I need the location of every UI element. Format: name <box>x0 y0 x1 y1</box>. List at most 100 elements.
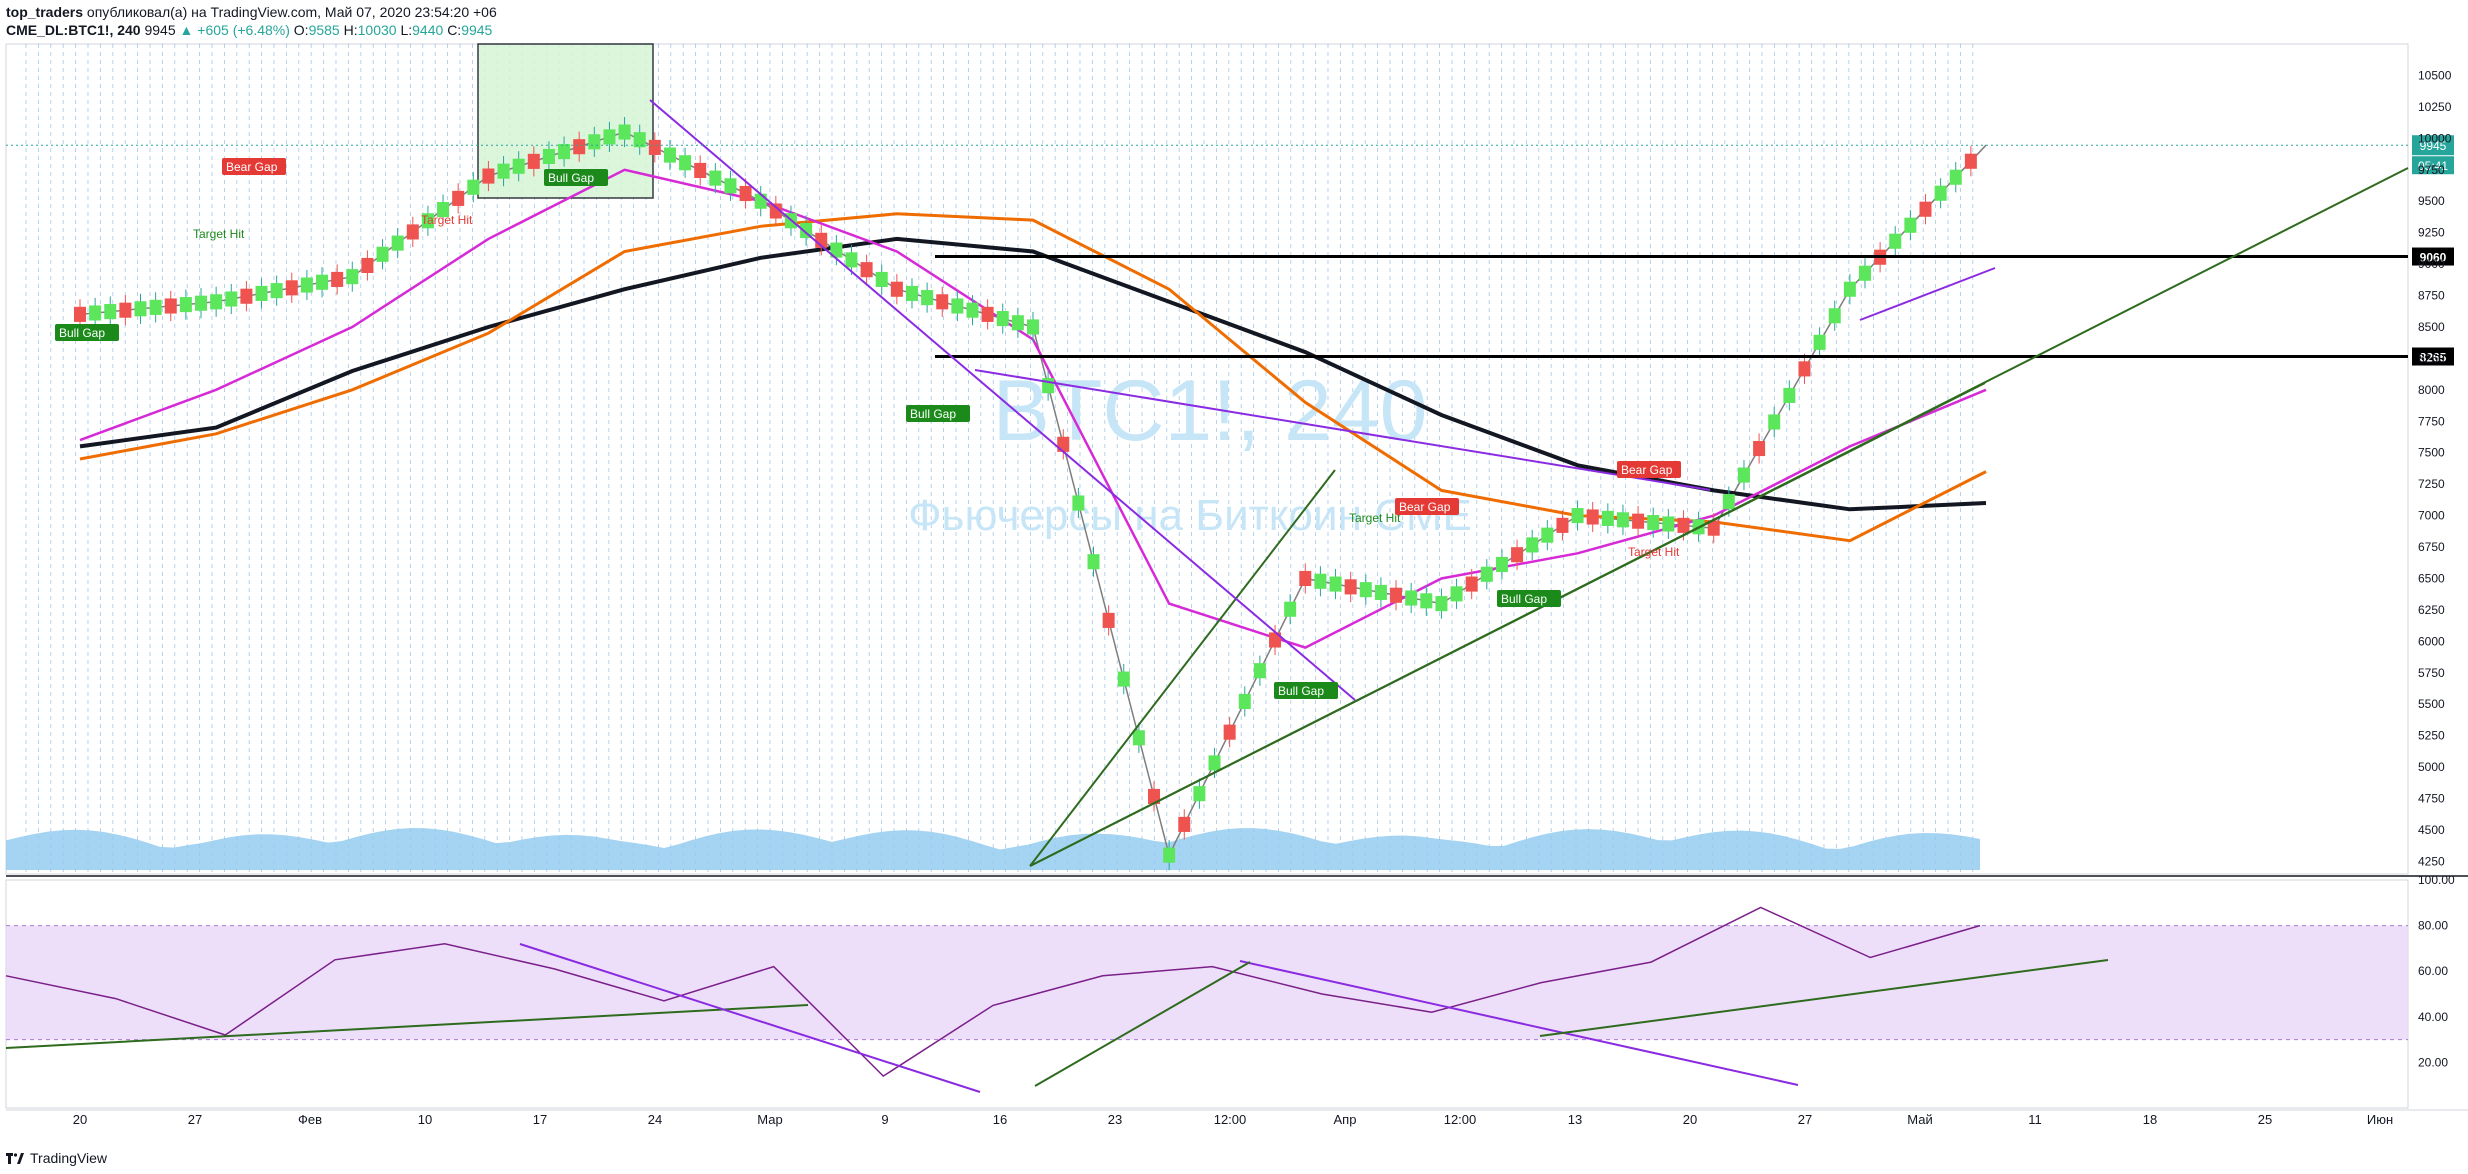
candle-body[interactable] <box>1450 586 1463 602</box>
candle-body[interactable] <box>1601 510 1614 526</box>
candle-body[interactable] <box>1163 847 1176 863</box>
candle-body[interactable] <box>830 242 843 258</box>
candle-body[interactable] <box>1132 730 1145 746</box>
candle-body[interactable] <box>391 235 404 251</box>
candle-body[interactable] <box>1178 816 1191 832</box>
candle-body[interactable] <box>225 291 238 307</box>
candle-body[interactable] <box>1647 515 1660 531</box>
candle-body[interactable] <box>845 252 858 268</box>
rsi-line[interactable] <box>5 906 1981 1078</box>
author-name[interactable]: top_traders <box>6 4 84 20</box>
candle-body[interactable] <box>1238 693 1251 709</box>
footer-branding[interactable]: TradingView <box>6 1146 107 1170</box>
trend-line[interactable] <box>1859 267 1996 321</box>
candle-body[interactable] <box>1193 786 1206 802</box>
candle-body[interactable] <box>754 193 767 209</box>
candle-body[interactable] <box>981 306 994 322</box>
candle-body[interactable] <box>1011 315 1024 331</box>
candle-body[interactable] <box>1798 361 1811 377</box>
candle-body[interactable] <box>875 271 888 287</box>
candle-body[interactable] <box>270 283 283 299</box>
candle-body[interactable] <box>1057 436 1070 452</box>
candle-body[interactable] <box>1223 724 1236 740</box>
candle-body[interactable] <box>300 277 313 293</box>
rsi-trend-line[interactable] <box>5 1004 809 1049</box>
candle-body[interactable] <box>134 301 147 317</box>
candle-body[interactable] <box>1934 185 1947 201</box>
bear-gap-badge[interactable] <box>222 158 286 175</box>
candle-body[interactable] <box>542 148 555 165</box>
candle-body[interactable] <box>1858 265 1871 281</box>
candle-body[interactable] <box>1677 517 1690 533</box>
candle-body[interactable] <box>240 288 253 304</box>
candle-body[interactable] <box>1616 512 1629 528</box>
candle-body[interactable] <box>346 269 359 285</box>
candle-body[interactable] <box>1949 169 1962 185</box>
candle-body[interactable] <box>921 290 934 306</box>
candle-body[interactable] <box>769 203 782 219</box>
candle-body[interactable] <box>618 124 631 140</box>
candle-body[interactable] <box>679 155 692 171</box>
candle-body[interactable] <box>195 295 208 311</box>
candle-body[interactable] <box>361 257 374 274</box>
candle-body[interactable] <box>149 299 162 315</box>
candle-body[interactable] <box>573 139 586 155</box>
candle-body[interactable] <box>512 158 525 174</box>
candle-body[interactable] <box>1828 308 1841 324</box>
candle-body[interactable] <box>1269 632 1282 648</box>
rsi-trend-line[interactable] <box>1239 960 1799 1086</box>
candle-body[interactable] <box>558 144 571 160</box>
candle-body[interactable] <box>164 298 177 314</box>
candle-body[interactable] <box>1027 319 1039 335</box>
candle-body[interactable] <box>1737 467 1750 483</box>
bull-gap-badge[interactable] <box>55 324 119 341</box>
candle-body[interactable] <box>1284 601 1297 617</box>
candle-body[interactable] <box>1253 663 1266 679</box>
candle-body[interactable] <box>437 202 450 218</box>
candle-body[interactable] <box>1359 582 1372 598</box>
candle-body[interactable] <box>905 285 918 301</box>
candle-body[interactable] <box>89 305 102 321</box>
candle-body[interactable] <box>331 271 344 287</box>
candle-body[interactable] <box>1722 494 1735 510</box>
candle-body[interactable] <box>497 163 510 179</box>
candle-body[interactable] <box>648 139 661 155</box>
candle-body[interactable] <box>996 311 1009 327</box>
bear-gap-badge[interactable] <box>1395 498 1459 515</box>
candle-body[interactable] <box>890 281 903 297</box>
candle-body[interactable] <box>376 246 389 262</box>
candle-body[interactable] <box>1344 579 1357 595</box>
rsi-trend-line[interactable] <box>519 943 981 1093</box>
candle-body[interactable] <box>1072 495 1085 511</box>
candle-body[interactable] <box>406 224 419 240</box>
candle-body[interactable] <box>1843 281 1856 297</box>
candle-body[interactable] <box>633 132 646 148</box>
candle-body[interactable] <box>527 153 540 169</box>
candle-body[interactable] <box>739 185 752 202</box>
candle-body[interactable] <box>1405 590 1418 606</box>
candle-body[interactable] <box>1662 516 1675 532</box>
candle-body[interactable] <box>210 294 223 310</box>
candle-body[interactable] <box>1390 587 1403 603</box>
candle-body[interactable] <box>467 179 480 195</box>
candle-body[interactable] <box>1117 671 1130 687</box>
candle-body[interactable] <box>1435 596 1448 612</box>
candle-body[interactable] <box>1904 217 1917 233</box>
candle-body[interactable] <box>724 178 737 194</box>
candle-body[interactable] <box>1919 201 1932 217</box>
candle-body[interactable] <box>1753 440 1766 457</box>
candle-body[interactable] <box>936 294 949 310</box>
candle-body[interactable] <box>951 298 964 314</box>
candle-body[interactable] <box>1299 570 1312 587</box>
candle-body[interactable] <box>119 302 132 318</box>
candle-body[interactable] <box>1541 527 1554 543</box>
candle-body[interactable] <box>1314 573 1327 589</box>
candle-body[interactable] <box>603 129 616 145</box>
candle-body[interactable] <box>588 134 601 150</box>
price-pane[interactable] <box>5 43 2409 875</box>
candle-body[interactable] <box>1526 537 1539 553</box>
candle-body[interactable] <box>104 304 117 320</box>
candle-body[interactable] <box>1889 233 1902 249</box>
candle-body[interactable] <box>663 147 676 163</box>
candle-body[interactable] <box>1495 556 1508 573</box>
